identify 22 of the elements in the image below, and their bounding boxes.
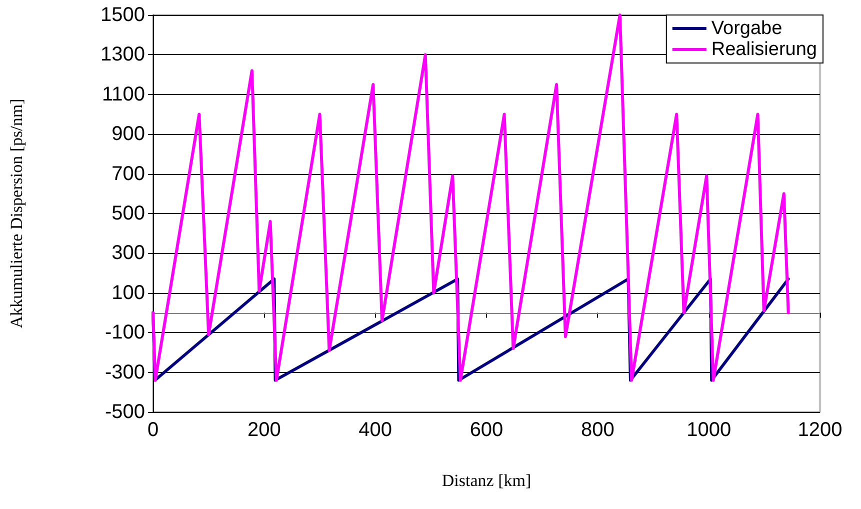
- y-tick-label: 1300: [100, 44, 145, 66]
- y-tick-label: 300: [112, 242, 145, 264]
- legend-label: Vorgabe: [711, 18, 782, 39]
- y-tick-label: 1100: [102, 83, 145, 106]
- y-tick-label: 100: [112, 282, 145, 304]
- y-tick-label: -100: [104, 322, 145, 344]
- x-tick-label: 600: [470, 419, 504, 441]
- y-tick-label: 700: [112, 162, 145, 185]
- x-tick-label: 1000: [686, 419, 732, 441]
- y-tick-label: 1500: [100, 4, 145, 26]
- y-tick-label: 900: [112, 123, 145, 146]
- y-tick-label: -500: [104, 401, 145, 423]
- y-axis-title: Akkumulierte Dispersion [ps/nm]: [7, 98, 26, 328]
- x-tick-label: 400: [358, 419, 392, 441]
- x-tick-label: 200: [247, 419, 281, 441]
- x-axis-title: Distanz [km]: [442, 471, 532, 490]
- x-tick-label: 1200: [798, 419, 842, 441]
- legend-label: Realisierung: [711, 39, 818, 60]
- y-tick-label: 500: [112, 202, 145, 224]
- x-tick-label: 800: [580, 419, 614, 441]
- x-tick-label: 0: [147, 419, 159, 441]
- y-tick-label: -300: [104, 361, 145, 384]
